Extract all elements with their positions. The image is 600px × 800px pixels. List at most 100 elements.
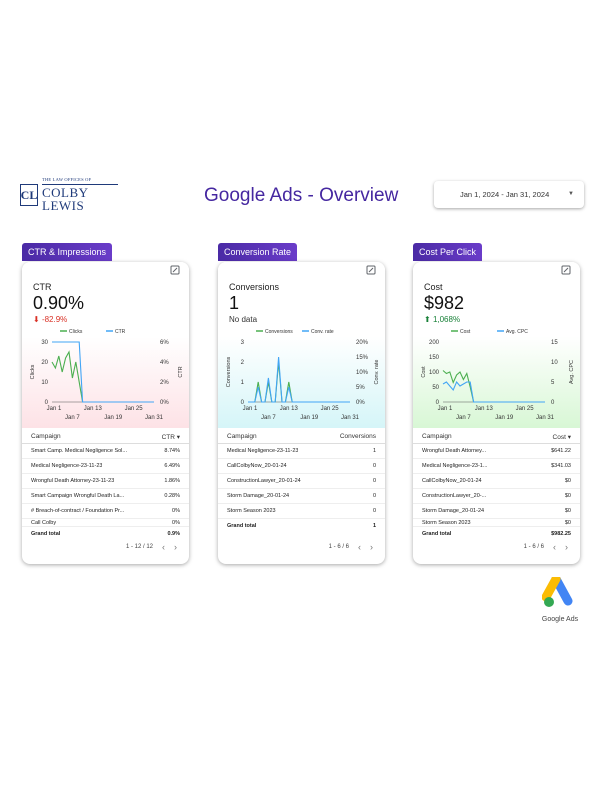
x-tick: Jan 31	[341, 415, 360, 421]
edit-icon[interactable]	[366, 265, 376, 275]
prev-page-icon[interactable]: ‹	[358, 542, 361, 552]
grand-total-row: Grand total $982.25	[413, 527, 580, 541]
grand-total-row: Grand total 1	[218, 519, 385, 533]
table-row[interactable]: Medical Negligence-23-1... $341.03	[413, 459, 580, 474]
total-value: 0.9%	[167, 531, 180, 537]
table-row[interactable]: Storm Damage_20-01-24 $0	[413, 504, 580, 519]
series-line-ctr	[52, 341, 154, 403]
edit-icon[interactable]	[170, 265, 180, 275]
col-metric[interactable]: CTR ▾	[161, 433, 180, 441]
firm-logo: CL THE LAW OFFICES OF COLBY LEWIS	[20, 178, 118, 212]
metric-value: $0	[564, 478, 571, 484]
kpi-value: 1	[229, 293, 240, 313]
y-tick-left: 0	[241, 400, 245, 406]
y-tick-right: 20%	[356, 340, 369, 346]
table-row[interactable]: Smart Camp. Medical Negligence Sol... 8.7…	[22, 444, 189, 459]
kpi-area: Cost $982 ⬆ 1,068% Cost Avg. CPC 200 150 100…	[413, 262, 580, 428]
legend-label: Conversions	[265, 329, 293, 335]
campaign-name: ConstructionLawyer_20-...	[422, 493, 487, 499]
prev-page-icon[interactable]: ‹	[553, 542, 556, 552]
pager-range: 1 - 6 / 6	[328, 544, 349, 550]
col-campaign[interactable]: Campaign	[227, 433, 257, 440]
table-header[interactable]: Campaign CTR ▾	[22, 430, 189, 444]
date-range-picker[interactable]: Jan 1, 2024 - Jan 31, 2024 ▼	[434, 181, 584, 208]
y-tick-right: 2%	[160, 380, 169, 386]
table-header[interactable]: Campaign Cost ▾	[413, 430, 580, 444]
y-tick-left: 20	[41, 360, 48, 366]
x-tick: Jan 1	[438, 406, 453, 412]
kpi-value: $982	[424, 293, 465, 313]
y-tick-right: 4%	[160, 360, 169, 366]
campaign-table: Campaign Cost ▾ Wrongful Death Attorney.…	[413, 430, 580, 541]
table-body: Wrongful Death Attorney... $641.22 Medical…	[413, 444, 580, 541]
metric-value: 1	[372, 448, 376, 454]
x-tick: Jan 19	[104, 415, 123, 421]
pager-range: 1 - 6 / 6	[523, 544, 544, 550]
y-tick-right: 0%	[356, 400, 365, 406]
campaign-table: Campaign CTR ▾ Smart Camp. Medical Negli…	[22, 430, 189, 541]
table-row[interactable]: Storm Season 2023 $0	[413, 519, 580, 527]
col-campaign[interactable]: Campaign	[31, 433, 61, 440]
kpi-label: CTR	[33, 282, 52, 292]
x-tick: Jan 25	[516, 406, 535, 412]
col-campaign[interactable]: Campaign	[422, 433, 452, 440]
total-label: Grand total	[31, 531, 61, 537]
table-row[interactable]: # Breach-of-contract / Foundation Pr... 0…	[22, 504, 189, 519]
col-metric[interactable]: Conversions	[339, 433, 376, 440]
y-tick-right: 0	[551, 400, 555, 406]
edit-icon[interactable]	[561, 265, 571, 275]
y-tick-left: 150	[429, 355, 440, 361]
tab-cost-per-click: Cost Per Click	[413, 243, 483, 261]
table-row[interactable]: Wrongful Death Attorney-23-11-23 1.86%	[22, 474, 189, 489]
campaign-name: Storm Damage_20-01-24	[422, 508, 485, 514]
kpi-area: CTR 0.90% ⬇ -82.9% Clicks CTR 30 20 10 0 6% 4% 2…	[22, 262, 189, 428]
table-row[interactable]: CallColbyNow_20-01-24 0	[218, 459, 385, 474]
y-axis-label-right: Avg. CPC	[569, 360, 575, 384]
table-row[interactable]: CallColbyNow_20-01-24 $0	[413, 474, 580, 489]
y-tick-right: 5	[551, 380, 555, 386]
table-row[interactable]: Storm Season 2023 0	[218, 504, 385, 519]
x-tick: Jan 1	[47, 406, 62, 412]
metric-value: $0	[564, 520, 571, 526]
y-tick-left: 200	[429, 340, 440, 346]
kpi-delta: ⬇ -82.9%	[33, 315, 68, 324]
campaign-name: ConstructionLawyer_20-01-24	[227, 478, 301, 484]
metric-value: $341.03	[551, 463, 571, 469]
table-row[interactable]: Call Colby 0%	[22, 519, 189, 527]
prev-page-icon[interactable]: ‹	[162, 542, 165, 552]
table-row[interactable]: ConstructionLawyer_20-... $0	[413, 489, 580, 504]
logo-big-text: COLBY LEWIS	[42, 183, 118, 212]
next-page-icon[interactable]: ›	[565, 542, 568, 552]
y-tick-left: 10	[41, 380, 48, 386]
metric-value: 0	[372, 508, 376, 514]
google-ads-logo: Google Ads	[539, 574, 581, 623]
metric-value: $0	[564, 493, 571, 499]
table-row[interactable]: Smart Campaign Wrongful Death La... 0.28%	[22, 489, 189, 504]
col-metric[interactable]: Cost ▾	[552, 433, 571, 441]
table-row[interactable]: Medical Negligence-23-11-23 6.49%	[22, 459, 189, 474]
metric-value: 0%	[172, 520, 180, 526]
series-line-clicks	[51, 350, 154, 403]
table-header[interactable]: Campaign Conversions	[218, 430, 385, 444]
table-row[interactable]: Medical Negligence-23-11-23 1	[218, 444, 385, 459]
pager-range: 1 - 12 / 12	[125, 544, 153, 550]
table-row[interactable]: Wrongful Death Attorney... $641.22	[413, 444, 580, 459]
total-label: Grand total	[227, 523, 257, 529]
table-row[interactable]: ConstructionLawyer_20-01-24 0	[218, 474, 385, 489]
campaign-name: Medical Negligence-23-11-23	[31, 463, 103, 469]
y-tick-right: 6%	[160, 340, 169, 346]
table-row[interactable]: Storm Damage_20-01-24 0	[218, 489, 385, 504]
y-axis-label-left: Clicks	[30, 364, 36, 379]
page-title: Google Ads - Overview	[204, 185, 399, 206]
next-page-icon[interactable]: ›	[370, 542, 373, 552]
series-line-conv-rate	[248, 356, 350, 403]
x-tick: Jan 19	[300, 415, 319, 421]
kpi-area: Conversions 1 No data Conversions Conv. r…	[218, 262, 385, 428]
next-page-icon[interactable]: ›	[174, 542, 177, 552]
kpi-delta: ⬆ 1,068%	[424, 315, 461, 324]
logo-small-text: THE LAW OFFICES OF	[42, 177, 92, 183]
logo-mark: CL	[20, 184, 38, 206]
campaign-name: Storm Damage_20-01-24	[227, 493, 290, 499]
campaign-name: Storm Season 2023	[422, 520, 471, 526]
